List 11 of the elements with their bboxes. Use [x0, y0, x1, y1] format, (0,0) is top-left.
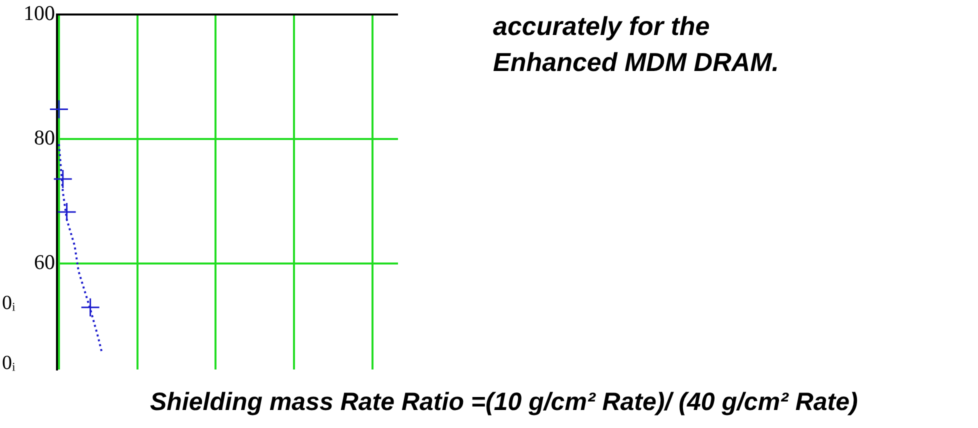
- text: accurately for the Enhanced MDM DRAM.: [493, 10, 779, 79]
- y-tick-label: 100: [24, 1, 55, 26]
- point: [49, 100, 69, 120]
- y-tick-label: 60: [34, 250, 55, 274]
- point: [53, 169, 73, 189]
- text: 0ᵢ: [2, 292, 16, 315]
- y-tick-label: 80: [34, 126, 55, 150]
- text: 0ᵢ: [2, 352, 16, 375]
- point: [80, 298, 100, 318]
- x-axis-title: Shielding mass Rate Ratio =(10 g/cm² Rate)/ (40 g/cm² Rate): [150, 388, 858, 417]
- point: [57, 202, 77, 222]
